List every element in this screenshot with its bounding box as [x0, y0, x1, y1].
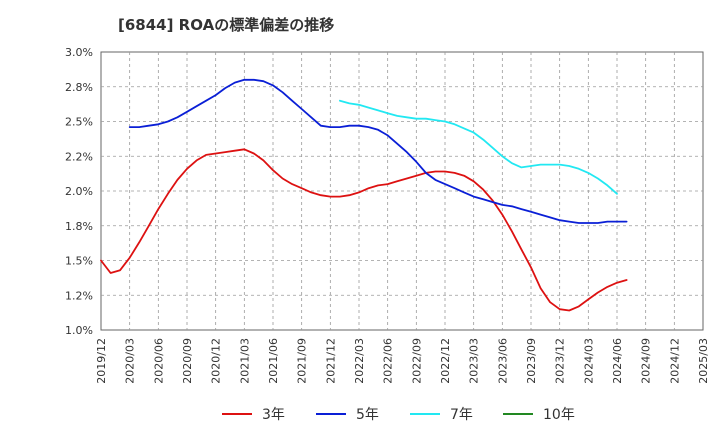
x-tick-label: 2022/06 [382, 338, 395, 384]
y-tick-label: 2.2% [65, 150, 93, 163]
y-tick-label: 1.8% [65, 220, 93, 233]
x-tick-label: 2023/06 [496, 338, 509, 384]
x-tick-label: 2020/09 [181, 338, 194, 384]
x-tick-label: 2020/03 [124, 338, 137, 384]
x-tick-label: 2021/06 [267, 338, 280, 384]
x-tick-label: 2023/09 [525, 338, 538, 384]
series-lines [100, 78, 628, 312]
legend-label: 10年 [543, 407, 575, 423]
x-tick-label: 2021/09 [296, 338, 309, 384]
legend-label: 7年 [450, 407, 473, 423]
x-tick-label: 2022/03 [353, 338, 366, 384]
legend-label: 5年 [356, 407, 379, 423]
series-line-2 [128, 78, 628, 224]
grid [101, 52, 703, 330]
x-tick-label: 2022/12 [439, 338, 452, 384]
x-tick-label: 2021/03 [238, 338, 251, 384]
legend: 3年 5年 7年 10年 [222, 407, 575, 423]
x-tick-label: 2024/12 [668, 338, 681, 384]
y-tick-label: 2.5% [65, 116, 93, 129]
x-tick-label: 2024/03 [582, 338, 595, 384]
chart-title: [6844] ROAの標準偏差の推移 [118, 16, 335, 34]
x-axis: 2019/12 2020/03 2020/06 2020/09 2020/12 2021/… [95, 338, 710, 384]
x-tick-label: 2019/12 [95, 338, 108, 384]
y-tick-label: 2.8% [65, 81, 93, 94]
x-tick-label: 2022/09 [410, 338, 423, 384]
legend-label: 3年 [262, 407, 285, 423]
x-tick-label: 2023/12 [554, 338, 567, 384]
y-tick-label: 1.5% [65, 255, 93, 268]
x-tick-label: 2021/12 [324, 338, 337, 384]
x-tick-label: 2024/09 [640, 338, 653, 384]
series-line-3 [339, 99, 618, 195]
y-tick-label: 3.0% [65, 46, 93, 59]
y-tick-label: 1.2% [65, 289, 93, 302]
x-tick-label: 2020/06 [152, 338, 165, 384]
x-tick-label: 2025/03 [697, 338, 710, 384]
x-tick-label: 2024/06 [611, 338, 624, 384]
y-tick-label: 1.0% [65, 324, 93, 337]
y-tick-label: 2.0% [65, 185, 93, 198]
x-tick-label: 2023/03 [468, 338, 481, 384]
x-tick-label: 2020/12 [210, 338, 223, 384]
series-line-1 [100, 148, 628, 312]
y-axis: 1.0% 1.2% 1.5% 1.8% 2.0% 2.2% 2.5% 2.8% 3.0% [65, 46, 93, 337]
